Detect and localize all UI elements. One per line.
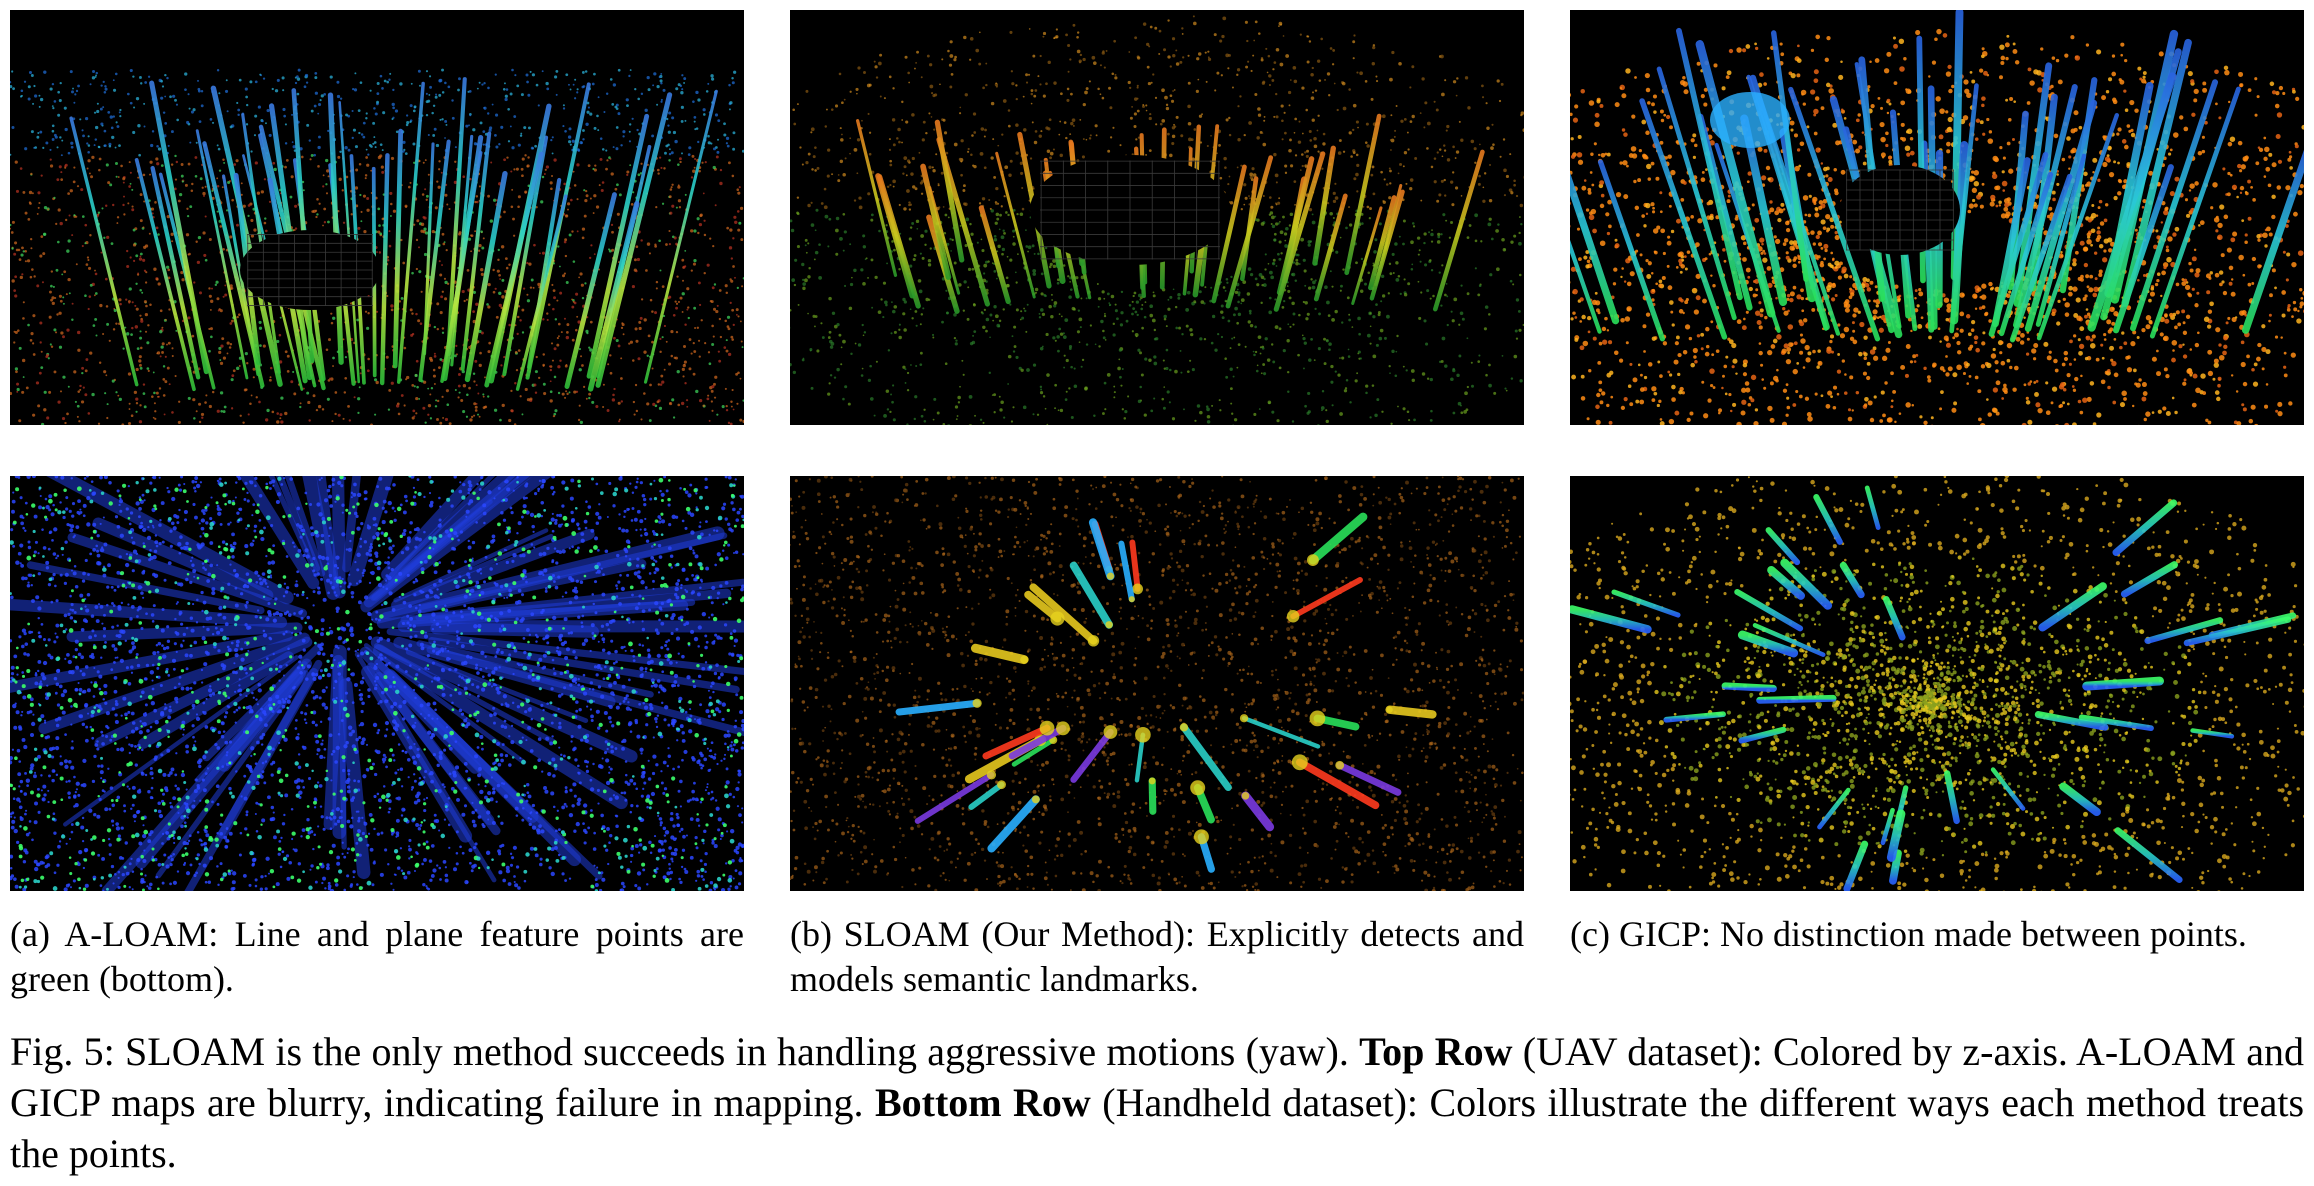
- aloam-top-point-cloud: [10, 68, 744, 425]
- subcaption-b-text: SLOAM (Our Method): Explicitly detects a…: [790, 914, 1524, 999]
- sloam-bottom-point-cloud: [790, 476, 1524, 891]
- panel-aloam-top: [10, 10, 744, 425]
- subcaption-c-label: (c): [1570, 914, 1610, 954]
- point-cluster: [1570, 476, 2304, 891]
- point-cluster: [10, 68, 744, 425]
- subcaption-a-label: (a): [10, 914, 50, 954]
- tree-stems: [69, 77, 718, 392]
- tree-stems: [1570, 10, 2304, 343]
- point-cluster: [790, 476, 1524, 891]
- panel-gicp-top: [1570, 10, 2304, 425]
- subcaption-a-text: A-LOAM: Line and plane feature points ar…: [10, 914, 745, 999]
- figure-caption: Fig. 5: SLOAM is the only method succeed…: [10, 1026, 2304, 1179]
- aloam-bottom-point-cloud: [10, 476, 744, 891]
- ground-grid: [1846, 169, 1954, 251]
- ground-grid: [1040, 160, 1220, 260]
- point-cluster: [10, 476, 744, 891]
- ground-grid: [247, 234, 373, 306]
- gicp-top-point-cloud: [1570, 10, 2304, 425]
- subcaption-c: (c) GICP: No distinction made between po…: [1570, 912, 2304, 957]
- panel-gicp-bottom: [1570, 476, 2304, 891]
- subcaption-a: (a) A-LOAM: Line and plane feature point…: [10, 912, 744, 1002]
- point-cluster: [10, 476, 744, 891]
- tree-stems: [1570, 485, 2297, 891]
- subcaption-b-label: (b): [790, 914, 832, 954]
- figure-caption-prefix: Fig. 5: SLOAM is the only method succeed…: [10, 1029, 1349, 1074]
- figure-caption-top-row-label: Top Row: [1359, 1029, 1513, 1074]
- subcaption-b: (b) SLOAM (Our Method): Explicitly detec…: [790, 912, 1524, 1002]
- cylinder-landmarks: [895, 512, 1437, 873]
- panel-sloam-top: [790, 10, 1524, 425]
- gicp-bottom-point-cloud: [1570, 476, 2304, 891]
- figure-caption-bottom-row-text: (Handheld dataset): Colors illustrate th…: [10, 1080, 2305, 1176]
- figure-caption-bottom-row-label: Bottom Row: [874, 1080, 1091, 1125]
- sloam-top-point-cloud: [790, 15, 1524, 425]
- panel-aloam-bottom: [10, 476, 744, 891]
- subcaption-c-text: GICP: No distinction made between points…: [1618, 914, 2247, 954]
- figure-caption-top-row-text: (UAV dataset): Colored by z-axis. A-LOAM…: [10, 1029, 2305, 1125]
- panel-sloam-bottom: [790, 476, 1524, 891]
